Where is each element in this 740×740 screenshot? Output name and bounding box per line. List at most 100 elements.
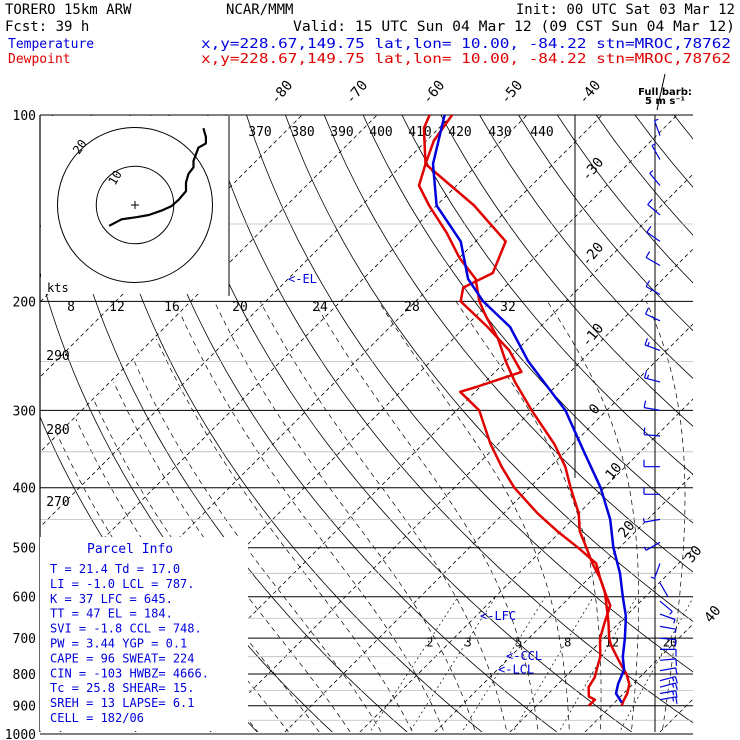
forecast-hour: Fcst: 39 h [5, 19, 89, 35]
wind-barbs [642, 73, 678, 704]
mixing-ratio-label: 8 [564, 636, 571, 650]
isotherm-label: 30 [682, 543, 705, 566]
isotherm-line [720, 115, 740, 740]
wind-barb [651, 143, 661, 160]
theta-label: 440 [530, 125, 553, 140]
wind-barb [645, 280, 661, 296]
dry-adiabat-line [673, 115, 693, 140]
isotherm-label: 40 [701, 603, 724, 626]
mixing-ratio-label: 2 [426, 636, 433, 650]
moist-adiabat-line [94, 401, 320, 732]
isotherm-line [659, 698, 693, 732]
wind-barb [643, 487, 660, 495]
parcel-info-row: CAPE = 96 SWEAT= 224 [50, 651, 195, 665]
dry-adiabat-line [51, 115, 408, 732]
speed-scale-label: 20 [232, 300, 248, 315]
mixing-ratio-line [409, 596, 496, 732]
wind-barb [643, 459, 660, 468]
pressure-label: 300 [13, 404, 36, 419]
dry-adiabat-line [401, 115, 693, 475]
wind-barb [659, 690, 678, 698]
speed-scale-label: 28 [404, 300, 420, 315]
isotherm-label: 0 [586, 401, 604, 418]
wind-barb [645, 251, 661, 267]
isotherm-label: -50 [498, 78, 527, 108]
mixing-ratio-line [558, 596, 638, 732]
temperature-location: x,y=228.67,149.75 lat,lon= 10.00, -84.22… [201, 37, 731, 52]
full-barb-label: Full barb: [638, 87, 692, 98]
theta-label: 370 [248, 125, 271, 140]
theta-label: 290 [46, 349, 69, 364]
isotherm-line [40, 115, 453, 528]
isotherm-line [40, 115, 378, 453]
parcel-info-title: Parcel Info [87, 542, 173, 557]
isotherm-label: -40 [576, 78, 605, 108]
theta-label: 270 [46, 495, 69, 510]
hodograph-origin [131, 201, 139, 209]
dry-adiabat-line [285, 115, 693, 623]
theta-labels: 370 380 390 400 410 420 430 440 290 280 270 [46, 125, 553, 510]
pressure-label: 900 [13, 700, 36, 715]
mixing-ratio-line [461, 596, 546, 732]
parcel-info-row: CELL = 182/06 [50, 711, 144, 725]
wind-barb [644, 307, 661, 322]
theta-label: 280 [46, 423, 69, 438]
mixing-ratio-label: 3 [465, 636, 472, 650]
speed-scale-label: 8 [67, 300, 75, 315]
parcel-info-background [40, 537, 248, 731]
isotherm-labels: 2 3 5 8 12 20-80 -70 -60 -50 -40-30-20-1001020304… [268, 78, 725, 650]
wind-barb [660, 648, 677, 657]
parcel-info-row: TT = 47 EL = 184. [50, 607, 173, 621]
wind-barb [659, 667, 678, 675]
pressure-label: 700 [13, 632, 36, 647]
theta-label: 420 [448, 125, 471, 140]
wind-barb [653, 118, 661, 136]
wind-barb [659, 625, 677, 634]
wind-barb [659, 676, 678, 684]
dewpoint-profile [422, 115, 612, 707]
pressure-label: 500 [13, 542, 36, 557]
speed-scale-label: 24 [312, 300, 328, 315]
pressure-label: 100 [13, 109, 36, 124]
wind-barb [659, 637, 677, 647]
dry-adiabat-line [246, 115, 693, 673]
full-barb-units: 5 m s⁻¹ [645, 96, 685, 107]
speed-scale-label: 16 [164, 300, 180, 315]
temperature-profile [417, 115, 631, 707]
pressure-label: 1000 [5, 728, 36, 740]
moist-adiabat-line [113, 381, 351, 732]
theta-label: 380 [291, 125, 314, 140]
dry-adiabat-line [713, 115, 740, 740]
marker-lfc: <-LFC [480, 609, 516, 623]
dry-adiabat-line [362, 115, 693, 524]
parcel-info-row: SVI = -1.8 CCL = 748. [50, 622, 202, 636]
mixing-ratio-line [512, 596, 594, 732]
hodograph-ring-label: 20 [70, 137, 90, 157]
isotherm-line [434, 473, 693, 732]
dry-adiabat-line [440, 115, 693, 427]
hodograph-inset: 10 20 kts 8 12 16 20 24 28 32 [41, 116, 516, 315]
dry-adiabat-line [634, 115, 693, 188]
speed-scale-label: 32 [500, 300, 516, 315]
marker-lcl: <-LCL [498, 663, 534, 677]
wind-barb [659, 613, 676, 624]
mixing-ratio-line [619, 597, 693, 732]
dry-adiabat-line [479, 115, 693, 379]
sounding-profiles [417, 115, 631, 707]
parcel-info-row: K = 37 LFC = 645. [50, 592, 173, 606]
isotherm-line [359, 398, 693, 732]
isotherm-label: -60 [420, 78, 449, 108]
wind-barb [646, 226, 661, 242]
parcel-info-row: Tc = 25.8 SHEAR= 15. [50, 681, 195, 695]
moist-adiabat-line [547, 301, 640, 732]
header: TORERO 15km ARW NCAR/MMM Init: 00 UTC Sa… [5, 2, 735, 107]
parcel-info-row: PW = 3.44 YGP = 0.1 [50, 637, 187, 651]
wind-barb [659, 600, 673, 615]
level-markers: <-EL <-LFC <-CCL<-LCL [288, 272, 542, 677]
mixing-ratio-line [369, 596, 459, 732]
moist-adiabat-line [645, 301, 686, 732]
pressure-label: 600 [13, 591, 36, 606]
parcel-info-rows: T = 21.4 Td = 17.0LI = -1.0 LCL = 787.K … [50, 562, 209, 725]
moist-adiabat-line [214, 301, 476, 732]
